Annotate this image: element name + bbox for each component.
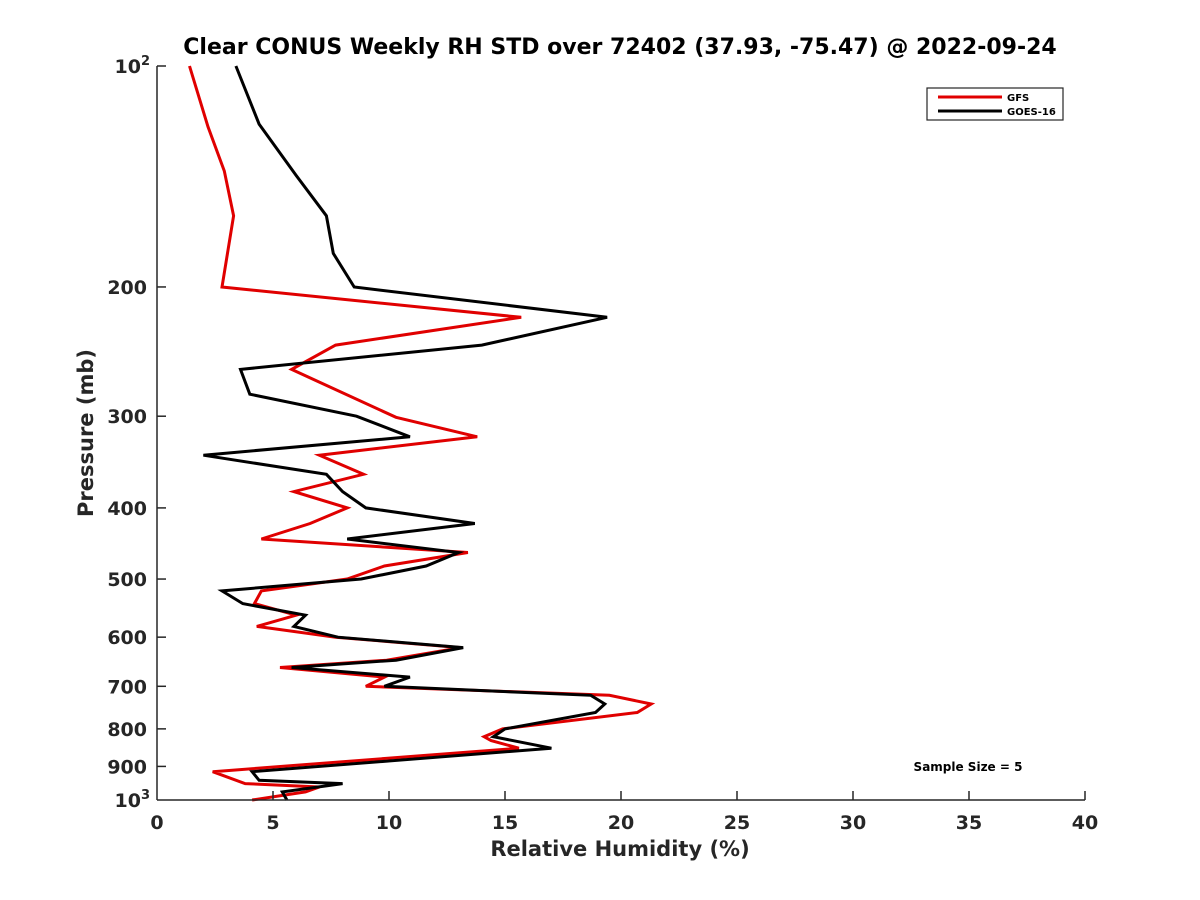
x-tick-label: 15 <box>492 812 518 834</box>
y-tick-label: 600 <box>107 627 147 649</box>
y-tick-label: 200 <box>107 277 147 299</box>
y-axis-ticks: 102 200 300 400 500 600 700 800 900 103 <box>107 54 166 812</box>
chart-title: Clear CONUS Weekly RH STD over 72402 (37… <box>183 35 1056 60</box>
x-tick-label: 40 <box>1072 812 1098 834</box>
y-axis-label: Pressure (mb) <box>74 349 98 517</box>
x-tick-label: 25 <box>724 812 750 834</box>
x-axis-label: Relative Humidity (%) <box>490 837 749 861</box>
y-tick-label: 700 <box>107 676 147 698</box>
legend-box <box>926 87 1064 121</box>
legend-label: GFS <box>1007 93 1029 104</box>
y-tick-label: 900 <box>107 756 147 778</box>
y-tick-label: 103 <box>115 788 151 812</box>
y-tick-label: 800 <box>107 719 147 741</box>
x-tick-label: 30 <box>840 812 866 834</box>
series-line-goes-16 <box>203 65 608 801</box>
sample-size-annotation: Sample Size = 5 <box>914 760 1023 774</box>
x-tick-label: 20 <box>608 812 634 834</box>
series-line-gfs <box>188 65 656 802</box>
y-tick-label: 102 <box>115 54 151 78</box>
series-layer <box>188 65 656 802</box>
y-tick-label: 300 <box>107 406 147 428</box>
y-tick-label: 400 <box>107 498 147 520</box>
x-tick-label: 35 <box>956 812 982 834</box>
x-tick-label: 0 <box>150 812 163 834</box>
x-tick-label: 10 <box>376 812 402 834</box>
x-tick-label: 5 <box>266 812 279 834</box>
x-axis-ticks: 0 5 10 15 20 25 30 35 40 <box>150 791 1098 834</box>
legend-label: GOES-16 <box>1007 107 1056 118</box>
legend: GFS GOES-16 <box>926 87 1064 121</box>
y-tick-label: 500 <box>107 569 147 591</box>
